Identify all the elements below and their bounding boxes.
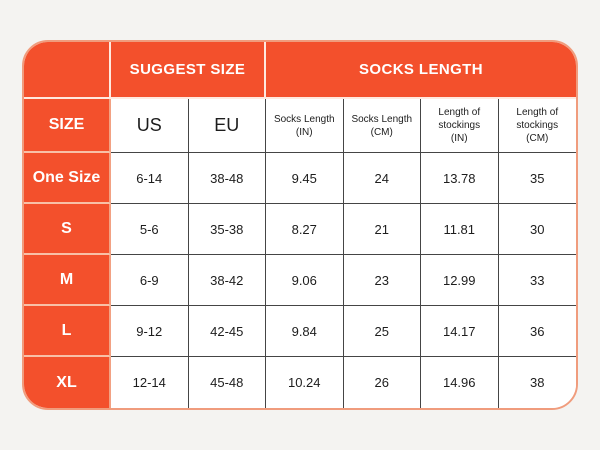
table-cell: 38-48 <box>188 153 266 204</box>
size-row-label-l: L <box>24 306 111 357</box>
size-row-label-one-size: One Size <box>24 153 111 204</box>
size-row-label-m: M <box>24 255 111 306</box>
table-cell: 6-9 <box>111 255 189 306</box>
table-cell: 12-14 <box>111 357 189 408</box>
size-column-header: SIZE <box>24 99 111 153</box>
corner-cell <box>24 42 111 99</box>
group-header-socks-length: SOCKS LENGTH <box>266 42 576 99</box>
group-header-suggest-size: SUGGEST SIZE <box>111 42 266 99</box>
column-header-stockings-length-cm: Length of stockings (CM) <box>498 99 576 153</box>
table-cell: 12.99 <box>421 255 499 306</box>
table-cell: 25 <box>343 306 421 357</box>
table-cell: 11.81 <box>421 204 499 255</box>
column-header-stockings-length-in: Length of stockings (IN) <box>421 99 499 153</box>
table-cell: 35-38 <box>188 204 266 255</box>
column-header-us: US <box>111 99 189 153</box>
table-cell: 30 <box>498 204 576 255</box>
size-chart-table: SUGGEST SIZE SOCKS LENGTH SIZE US EU Soc… <box>22 40 578 410</box>
table-cell: 33 <box>498 255 576 306</box>
table-cell: 9.45 <box>266 153 344 204</box>
table-cell: 14.17 <box>421 306 499 357</box>
table-cell: 38 <box>498 357 576 408</box>
table-cell: 5-6 <box>111 204 189 255</box>
table-cell: 14.96 <box>421 357 499 408</box>
table-cell: 45-48 <box>188 357 266 408</box>
table-cell: 38-42 <box>188 255 266 306</box>
table-cell: 26 <box>343 357 421 408</box>
table-cell: 21 <box>343 204 421 255</box>
size-row-label-xl: XL <box>24 357 111 408</box>
table-cell: 8.27 <box>266 204 344 255</box>
table-cell: 9.06 <box>266 255 344 306</box>
table-cell: 42-45 <box>188 306 266 357</box>
column-header-socks-length-cm: Socks Length (CM) <box>343 99 421 153</box>
table-cell: 36 <box>498 306 576 357</box>
table-cell: 23 <box>343 255 421 306</box>
table-cell: 35 <box>498 153 576 204</box>
column-header-socks-length-in: Socks Length (IN) <box>266 99 344 153</box>
column-header-eu: EU <box>188 99 266 153</box>
size-row-label-s: S <box>24 204 111 255</box>
table-cell: 24 <box>343 153 421 204</box>
table-cell: 9-12 <box>111 306 189 357</box>
table-cell: 10.24 <box>266 357 344 408</box>
table-cell: 6-14 <box>111 153 189 204</box>
table-cell: 9.84 <box>266 306 344 357</box>
table-cell: 13.78 <box>421 153 499 204</box>
